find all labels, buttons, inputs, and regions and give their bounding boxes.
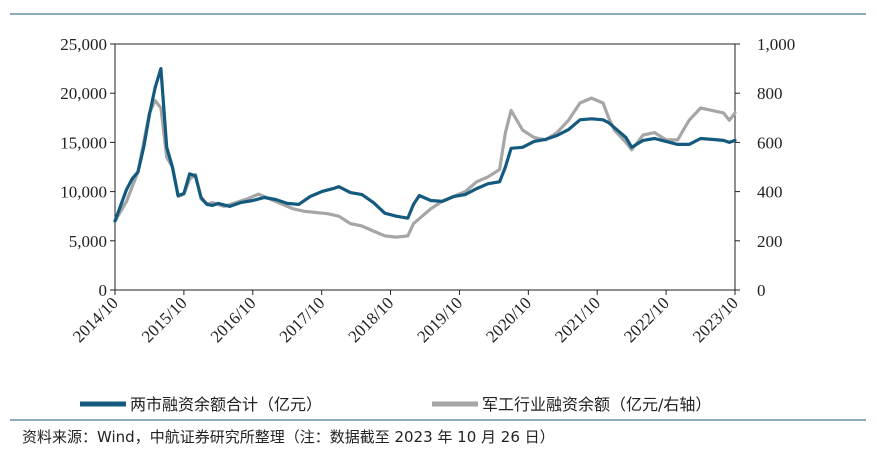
plot-frame — [114, 43, 736, 291]
right-tick-label: 0 — [757, 281, 766, 300]
x-tick-label: 2016/10 — [207, 293, 260, 346]
right-tick-label: 200 — [757, 232, 783, 251]
legend-label-total: 两市融资余额合计（亿元） — [130, 395, 322, 414]
left-tick-label: 10,000 — [60, 183, 107, 202]
left-tick-label: 5,000 — [69, 232, 107, 251]
x-tick-label: 2015/10 — [138, 293, 191, 346]
legend: 两市融资余额合计（亿元） 军工行业融资余额（亿元/右轴） — [80, 395, 711, 414]
left-tick-label: 0 — [99, 281, 108, 300]
x-axis-ticks: 2014/10 2015/10 2016/10 2017/10 2018/10 2019/… — [69, 290, 742, 346]
right-tick-label: 800 — [757, 84, 783, 103]
source-note: 资料来源：Wind，中航证券研究所整理（注：数据截至 2023 年 10 月 2… — [22, 428, 555, 446]
series-line-military-margin — [113, 96, 737, 239]
right-tick-label: 600 — [757, 133, 783, 152]
x-tick-label: 2022/10 — [620, 293, 673, 346]
x-tick-label: 2021/10 — [551, 293, 604, 346]
series-layer — [113, 67, 737, 239]
left-tick-label: 15,000 — [60, 133, 107, 152]
right-axis-ticks: 0 200 400 600 800 1,000 — [735, 35, 795, 300]
x-tick-label: 2014/10 — [69, 293, 122, 346]
right-tick-label: 400 — [757, 183, 783, 202]
x-tick-label: 2020/10 — [482, 293, 535, 346]
right-tick-label: 1,000 — [757, 35, 795, 54]
left-axis-ticks: 0 5,000 10,000 15,000 20,000 25,000 — [60, 35, 115, 300]
legend-label-military: 军工行业融资余额（亿元/右轴） — [482, 395, 711, 414]
x-tick-label: 2023/10 — [689, 293, 742, 346]
x-tick-label: 2017/10 — [276, 293, 329, 346]
x-tick-label: 2019/10 — [413, 293, 466, 346]
left-tick-label: 25,000 — [60, 35, 107, 54]
left-tick-label: 20,000 — [60, 84, 107, 103]
x-tick-label: 2018/10 — [345, 293, 398, 346]
series-line-total-margin — [113, 67, 737, 223]
